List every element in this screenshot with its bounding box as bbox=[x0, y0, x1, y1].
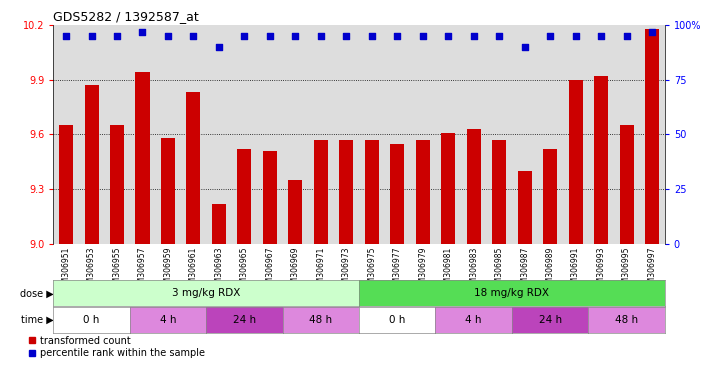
Bar bbox=[289, 180, 302, 244]
Point bbox=[341, 33, 352, 39]
Bar bbox=[466, 129, 481, 244]
Bar bbox=[442, 132, 455, 244]
Text: 24 h: 24 h bbox=[232, 315, 256, 325]
Text: 0 h: 0 h bbox=[83, 315, 100, 325]
Bar bbox=[314, 140, 328, 244]
Point bbox=[86, 33, 97, 39]
Point bbox=[112, 33, 123, 39]
Bar bbox=[161, 138, 175, 244]
Bar bbox=[339, 140, 353, 244]
Point bbox=[570, 33, 582, 39]
Bar bbox=[365, 140, 379, 244]
Point bbox=[468, 33, 479, 39]
Bar bbox=[518, 171, 532, 244]
Point bbox=[315, 33, 326, 39]
Bar bbox=[212, 204, 226, 244]
Bar bbox=[416, 140, 429, 244]
Bar bbox=[492, 140, 506, 244]
Point bbox=[366, 33, 378, 39]
Bar bbox=[263, 151, 277, 244]
Point bbox=[442, 33, 454, 39]
Point bbox=[392, 33, 403, 39]
Point bbox=[519, 44, 530, 50]
Point bbox=[621, 33, 632, 39]
Bar bbox=[390, 144, 405, 244]
Text: 3 mg/kg RDX: 3 mg/kg RDX bbox=[172, 288, 240, 298]
Bar bbox=[594, 76, 608, 244]
Point bbox=[162, 33, 173, 39]
Point bbox=[595, 33, 606, 39]
Bar bbox=[543, 149, 557, 244]
Text: GDS5282 / 1392587_at: GDS5282 / 1392587_at bbox=[53, 10, 199, 23]
Bar bbox=[237, 149, 252, 244]
Text: 0 h: 0 h bbox=[389, 315, 405, 325]
Text: 48 h: 48 h bbox=[615, 315, 638, 325]
Point bbox=[289, 33, 301, 39]
Bar bbox=[186, 93, 201, 244]
Point bbox=[213, 44, 225, 50]
Text: 48 h: 48 h bbox=[309, 315, 333, 325]
Point bbox=[188, 33, 199, 39]
Bar bbox=[645, 28, 659, 244]
Text: 18 mg/kg RDX: 18 mg/kg RDX bbox=[474, 288, 550, 298]
Bar bbox=[110, 125, 124, 244]
Point bbox=[545, 33, 556, 39]
Point bbox=[493, 33, 505, 39]
Text: dose ▶: dose ▶ bbox=[20, 288, 53, 298]
Bar bbox=[136, 72, 149, 244]
Legend: transformed count, percentile rank within the sample: transformed count, percentile rank withi… bbox=[24, 332, 208, 362]
Text: 4 h: 4 h bbox=[466, 315, 482, 325]
Text: 24 h: 24 h bbox=[538, 315, 562, 325]
Bar bbox=[59, 125, 73, 244]
Bar bbox=[569, 79, 582, 244]
Point bbox=[239, 33, 250, 39]
Point bbox=[646, 28, 658, 35]
Point bbox=[137, 28, 148, 35]
Bar bbox=[619, 125, 634, 244]
Text: time ▶: time ▶ bbox=[21, 315, 53, 325]
Point bbox=[264, 33, 276, 39]
Point bbox=[60, 33, 72, 39]
Text: 4 h: 4 h bbox=[160, 315, 176, 325]
Bar bbox=[85, 85, 99, 244]
Point bbox=[417, 33, 429, 39]
